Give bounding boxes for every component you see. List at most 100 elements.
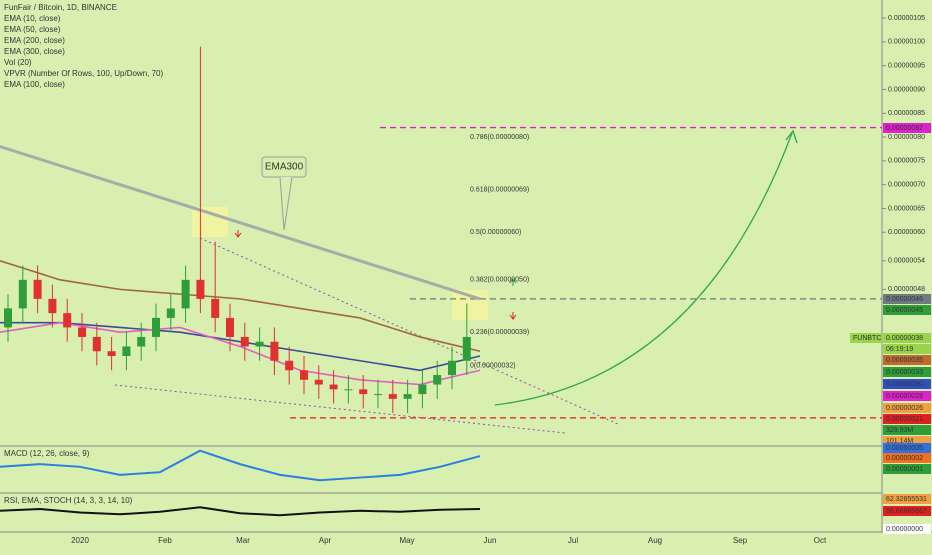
price-badge-label: 0.00000028 [886, 393, 923, 400]
x-tick-label: Feb [158, 536, 172, 545]
x-tick-label: 2020 [71, 536, 89, 545]
indicator-label: EMA (10, close) [4, 14, 61, 23]
candle-body [359, 389, 368, 395]
candle-body [48, 298, 57, 314]
price-badge-label: 0.00000038 [886, 335, 923, 342]
candle-body [314, 379, 323, 385]
price-badge-label: 06:19:19 [886, 346, 913, 353]
price-badge-label: 0.00000082 [886, 125, 923, 132]
macd-title: MACD (12, 26, close, 9) [4, 449, 90, 458]
fib-label: 0.5(0.00000060) [470, 229, 521, 236]
price-badge [883, 123, 931, 133]
candle-body [255, 341, 264, 347]
price-badge-label: 0.00000033 [886, 369, 923, 376]
candle-body [240, 336, 249, 347]
price-badge [883, 436, 931, 446]
fib-label: 0.786(0.00000080) [470, 134, 529, 141]
y-tick-label: 0.00000090 [888, 86, 925, 93]
candle-body [285, 360, 294, 371]
price-badge-label: 0.00000002 [886, 455, 923, 462]
candle-body [329, 384, 338, 390]
up-arrow [509, 278, 517, 286]
annotation: EMA300 [265, 162, 304, 173]
price-badge-label: 0.00000046 [886, 296, 923, 303]
indicator-label: Vol (20) [4, 58, 32, 67]
fib-label: 0(0.00000032) [470, 362, 516, 369]
candle-body [448, 360, 456, 376]
price-badge [883, 333, 931, 343]
highlight-box [192, 207, 228, 237]
price-badge-label: 0.00000045 [886, 307, 923, 314]
fib-label: 0.382(0.00000050) [470, 277, 529, 284]
price-badge-label: 0.00000030 [886, 381, 923, 388]
y-tick-label: 0.00000105 [888, 15, 925, 22]
x-tick-label: Oct [814, 536, 827, 545]
price-badge-label: 0.00000021 [886, 416, 923, 423]
price-badge [883, 344, 931, 354]
price-badge [883, 464, 931, 474]
candle-body [33, 279, 42, 299]
price-badge-label: 56.66666667 [886, 508, 927, 515]
y-tick-label: 0.00000100 [888, 39, 925, 46]
x-tick-label: Mar [236, 536, 250, 545]
candle-body [211, 298, 220, 318]
price-badge-label: 329.93M [886, 427, 913, 434]
candle-body [122, 346, 131, 356]
ema-line [0, 260, 481, 353]
price-badge-label: 0.00000001 [886, 466, 923, 473]
candle-body [196, 279, 205, 299]
price-badge-label: FUNBTC [853, 335, 881, 342]
ema-line [0, 321, 481, 386]
arrow-head [785, 129, 798, 144]
y-tick-label: 0.00000054 [888, 258, 925, 265]
price-badge [883, 391, 931, 401]
candle-body [344, 389, 353, 391]
trend-line [114, 384, 566, 434]
down-arrow [234, 230, 242, 238]
price-badge [883, 294, 931, 304]
candle-body [63, 313, 72, 328]
candle-body [270, 341, 279, 361]
rsi-title: RSI, EMA, STOCH (14, 3, 3, 14, 10) [4, 496, 133, 505]
price-badge [883, 367, 931, 377]
price-badge [883, 355, 931, 365]
candle-body [18, 279, 27, 309]
x-tick-label: Aug [648, 536, 662, 545]
rsi-line [0, 506, 481, 517]
candle-body [388, 394, 397, 399]
price-badge [883, 506, 931, 516]
ema-line [0, 321, 481, 372]
price-badge-label: 101.14M [886, 438, 913, 445]
indicator-label: EMA (200, close) [4, 36, 65, 45]
x-tick-label: Sep [733, 536, 748, 545]
x-tick-label: Apr [319, 536, 332, 545]
price-badge-label: 62.32855531 [886, 496, 927, 503]
indicator-label: VPVR (Number Of Rows, 100, Up/Down, 70) [4, 69, 164, 78]
price-badge [883, 494, 931, 504]
x-tick-label: May [399, 536, 414, 545]
ema-line [0, 145, 481, 301]
annotation-pointer [279, 176, 293, 231]
y-tick-label: 0.00000070 [888, 182, 925, 189]
y-tick-label: 0.00000048 [888, 286, 925, 293]
candle-body [226, 317, 234, 337]
indicator-label: EMA (300, close) [4, 47, 65, 56]
price-badge [883, 524, 931, 534]
candle-body [418, 384, 427, 395]
projection-arrow [494, 132, 793, 406]
macd-line [0, 449, 481, 482]
candle-body [166, 308, 175, 318]
fib-label: 0.618(0.00000069) [470, 186, 529, 193]
price-badge [883, 379, 931, 389]
y-tick-label: 0.00000095 [888, 63, 925, 70]
price-badge [883, 443, 931, 453]
indicator-label: EMA (50, close) [4, 25, 61, 34]
price-badge [883, 453, 931, 463]
price-badge [883, 414, 931, 424]
y-tick-label: 0.00000080 [888, 134, 925, 141]
price-badge-label: 0.00000035 [886, 357, 923, 364]
trend-line [199, 237, 621, 426]
y-tick-label: 0.00000075 [888, 158, 925, 165]
